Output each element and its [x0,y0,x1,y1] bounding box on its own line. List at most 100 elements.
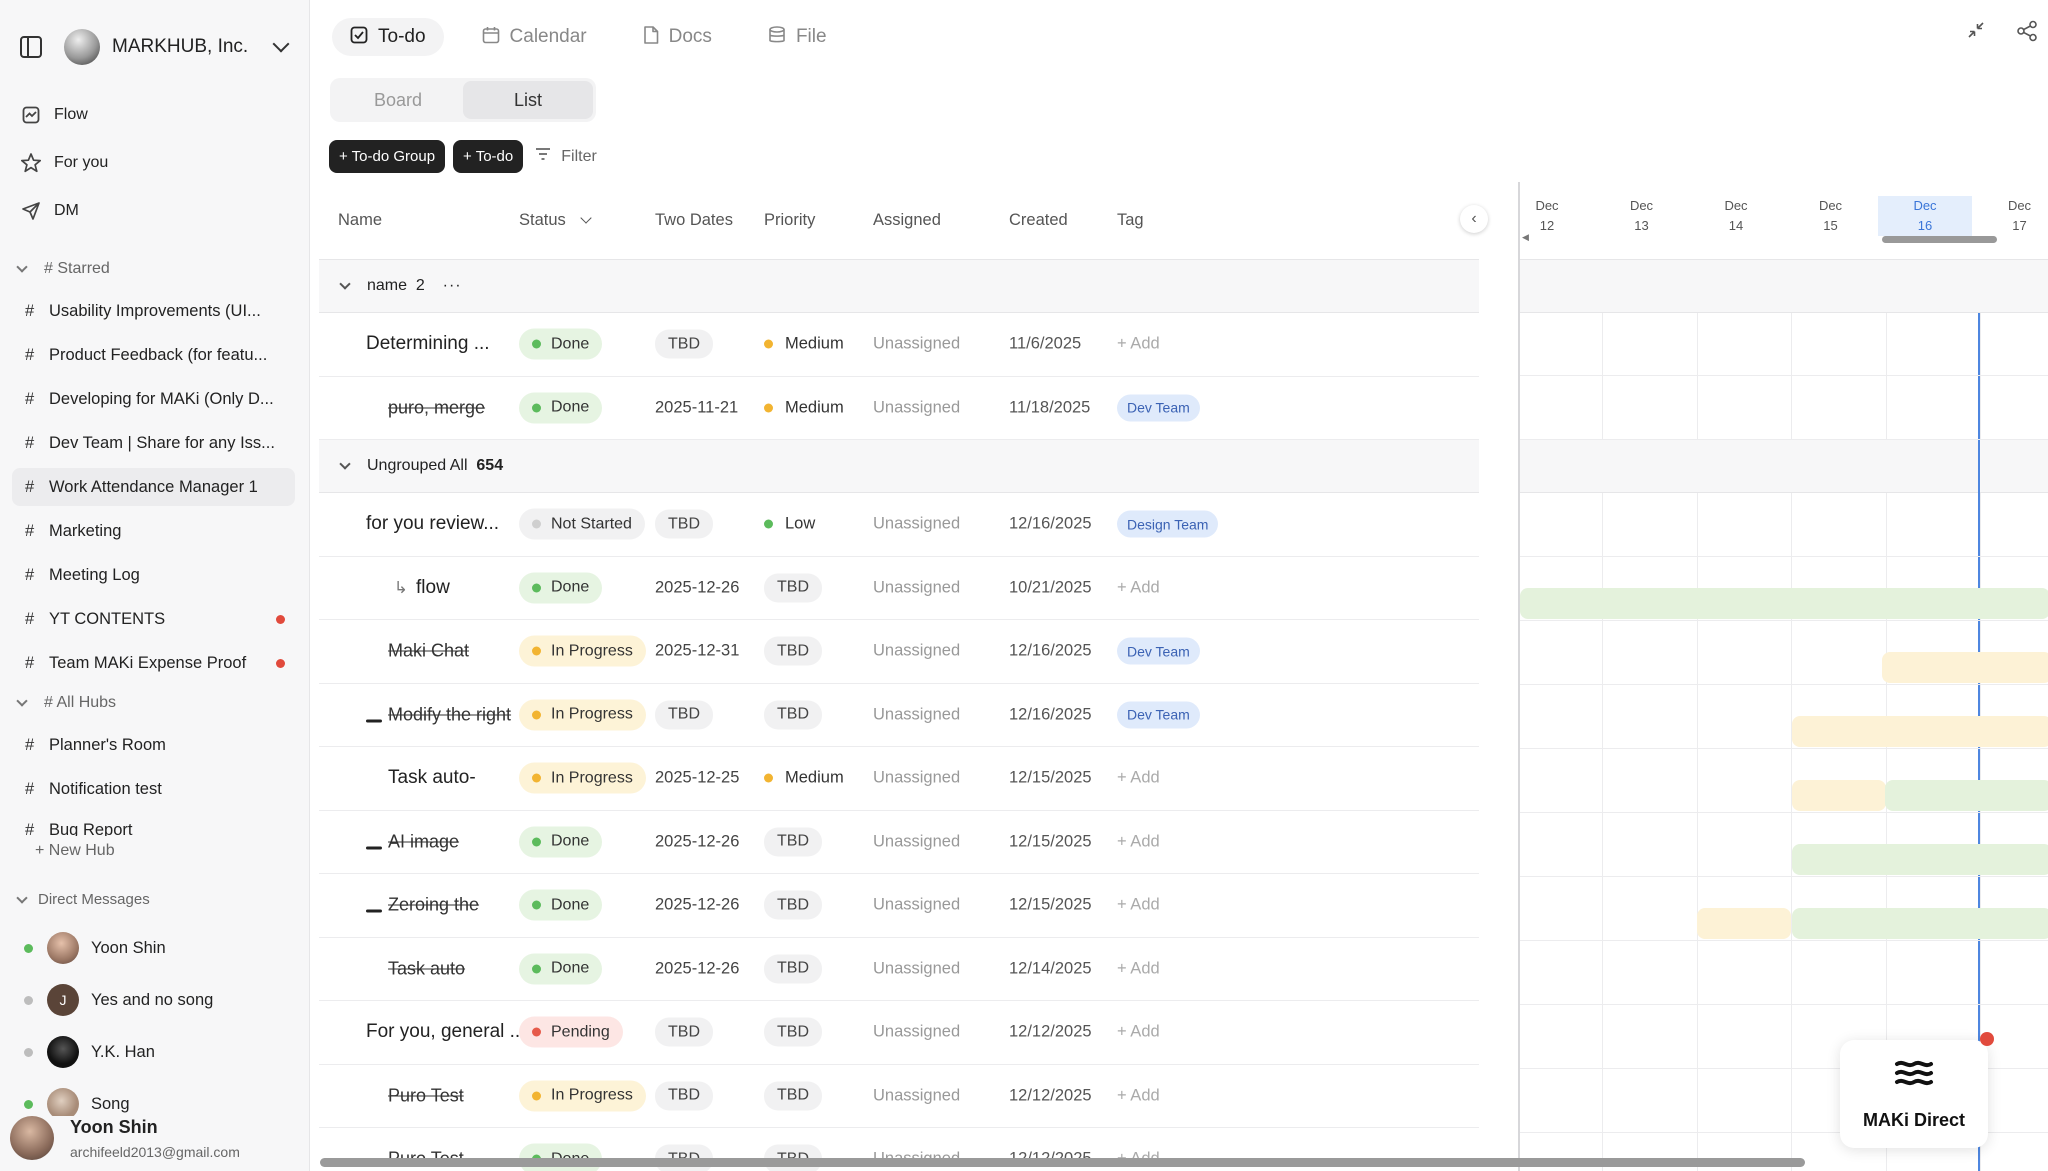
table-row[interactable]: Maki Chat In Progress 2025-12-31 TBD Unassig… [319,620,1479,684]
dates-tbd[interactable]: TBD [655,329,713,359]
assignee[interactable]: Unassigned [873,514,961,533]
new-hub-button[interactable]: + New Hub [35,842,115,859]
hub-item[interactable]: # Notification test [25,779,162,798]
tab-todo[interactable]: To-do [332,18,444,56]
tag-badge[interactable]: Dev Team [1117,701,1200,729]
add-tag-button[interactable]: + Add [1117,1086,1160,1105]
task-name[interactable]: For you, general ... [366,1021,526,1043]
add-tag-button[interactable]: + Add [1117,959,1160,978]
priority-badge[interactable]: Medium [764,335,844,354]
assignee[interactable]: Unassigned [873,578,961,597]
task-name[interactable]: Maki Chat [388,640,470,661]
hub-item[interactable]: # Bug Report [12,814,295,836]
table-row[interactable]: ↳ flow Done 2025-12-26 TBD Unassigned 10/21/20… [319,557,1479,620]
nav-for-you[interactable]: For you [20,152,108,174]
collapse-icon[interactable] [1966,20,1986,48]
channel-item[interactable]: # Dev Team | Share for any Iss... [25,433,275,452]
priority-tbd[interactable]: TBD [764,573,822,603]
task-dates[interactable]: 2025-12-26 [655,895,740,914]
status-badge[interactable]: Not Started [519,508,645,540]
dm-user[interactable]: Yoon Shin [24,932,166,964]
task-name[interactable]: Modify the right [388,704,512,725]
table-row[interactable]: Task auto Done 2025-12-26 TBD Unassigned 12/1… [319,938,1479,1001]
status-badge[interactable]: In Progress [519,762,646,794]
chevron-down-icon[interactable] [272,35,290,53]
task-dates[interactable]: 2025-12-26 [655,832,740,851]
assignee[interactable]: Unassigned [873,895,961,914]
assignee[interactable]: Unassigned [873,334,961,353]
gantt-task-bar[interactable] [1882,652,2048,683]
task-name[interactable]: puro, merge [388,397,486,418]
table-row[interactable]: for you review... Not Started TBD Low Unassi… [319,493,1479,557]
channel-item[interactable]: # Meeting Log [25,565,140,584]
priority-badge[interactable]: Medium [764,769,844,788]
gantt-task-bar[interactable] [1792,844,2048,875]
current-user[interactable]: Yoon Shin archifeeld2013@gmail.com [10,1116,240,1160]
priority-tbd[interactable]: TBD [764,954,822,984]
assignee[interactable]: Unassigned [873,705,961,724]
assignee[interactable]: Unassigned [873,832,961,851]
view-list[interactable]: List [463,81,593,119]
table-row[interactable]: Task auto- In Progress 2025-12-25 Medium Una… [319,747,1479,811]
add-tag-button[interactable]: + Add [1117,334,1160,353]
add-tag-button[interactable]: + Add [1117,578,1160,597]
tag-badge[interactable]: Dev Team [1117,637,1200,665]
status-badge[interactable]: Done [519,953,603,985]
scroll-left-icon[interactable]: ◀ [1522,232,1529,242]
col-assigned[interactable]: Assigned [873,211,941,229]
workspace-switcher[interactable]: MARKHUB, Inc. [20,26,290,68]
status-badge[interactable]: Done [519,572,603,604]
filter-button[interactable]: Filter [535,147,597,166]
task-name[interactable]: for you review... [366,513,500,535]
add-tag-button[interactable]: + Add [1117,895,1160,914]
status-badge[interactable]: In Progress [519,1080,646,1112]
task-name[interactable]: AI image [388,831,460,852]
col-created[interactable]: Created [1009,211,1068,229]
add-tag-button[interactable]: + Add [1117,1022,1160,1041]
table-row[interactable]: Modify the right In Progress TBD TBD Unassig… [319,684,1479,747]
table-row[interactable]: For you, general ... Pending TBD TBD Unassig… [319,1001,1479,1065]
status-badge[interactable]: Done [519,826,603,858]
table-row[interactable]: Zeroing the Done 2025-12-26 TBD Unassigned 12… [319,874,1479,938]
task-dates[interactable]: 2025-12-25 [655,768,740,787]
status-badge[interactable]: Done [519,328,603,360]
dm-user[interactable]: Song [24,1088,130,1120]
gantt-task-bar[interactable] [1885,780,2048,811]
channel-item[interactable]: # Usability Improvements (UI... [25,301,261,320]
status-badge[interactable]: Pending [519,1016,623,1048]
col-priority[interactable]: Priority [764,211,816,229]
col-tag[interactable]: Tag [1117,211,1144,229]
channel-item[interactable]: # Marketing [25,521,122,540]
dates-tbd[interactable]: TBD [655,509,713,539]
dm-section-header[interactable]: Direct Messages [16,891,150,908]
priority-tbd[interactable]: TBD [764,1081,822,1111]
add-tag-button[interactable]: + Add [1117,832,1160,851]
status-badge[interactable]: Done [519,392,603,424]
gantt-task-bar[interactable] [1792,780,1886,811]
sidebar-toggle-icon[interactable] [20,36,42,58]
collapse-columns-button[interactable]: ‹ [1460,205,1488,233]
task-name[interactable]: Determining ... [366,333,490,355]
dates-tbd[interactable]: TBD [655,700,713,730]
add-todo-group-button[interactable]: + To-do Group [329,140,446,173]
task-name[interactable]: flow [416,576,450,598]
task-dates[interactable]: 2025-11-21 [655,398,739,417]
nav-dm[interactable]: DM [20,200,79,222]
task-dates[interactable]: 2025-12-26 [655,578,740,597]
status-badge[interactable]: Done [519,889,603,921]
priority-tbd[interactable]: TBD [764,827,822,857]
assignee[interactable]: Unassigned [873,641,961,660]
gantt-task-bar[interactable] [1697,908,1791,939]
priority-tbd[interactable]: TBD [764,890,822,920]
dates-tbd[interactable]: TBD [655,1081,713,1111]
channel-item[interactable]: # Developing for MAKi (Only D... [25,389,274,408]
tab-file[interactable]: File [750,18,845,56]
view-board[interactable]: Board [373,89,423,110]
channel-item[interactable]: # YT CONTENTS [12,600,295,638]
all-hubs-section-header[interactable]: # All Hubs [16,694,116,712]
assignee[interactable]: Unassigned [873,1086,961,1105]
task-name[interactable]: Zeroing the [388,894,480,915]
priority-badge[interactable]: Medium [764,398,844,417]
priority-tbd[interactable]: TBD [764,1017,822,1047]
share-icon[interactable] [2016,20,2038,48]
